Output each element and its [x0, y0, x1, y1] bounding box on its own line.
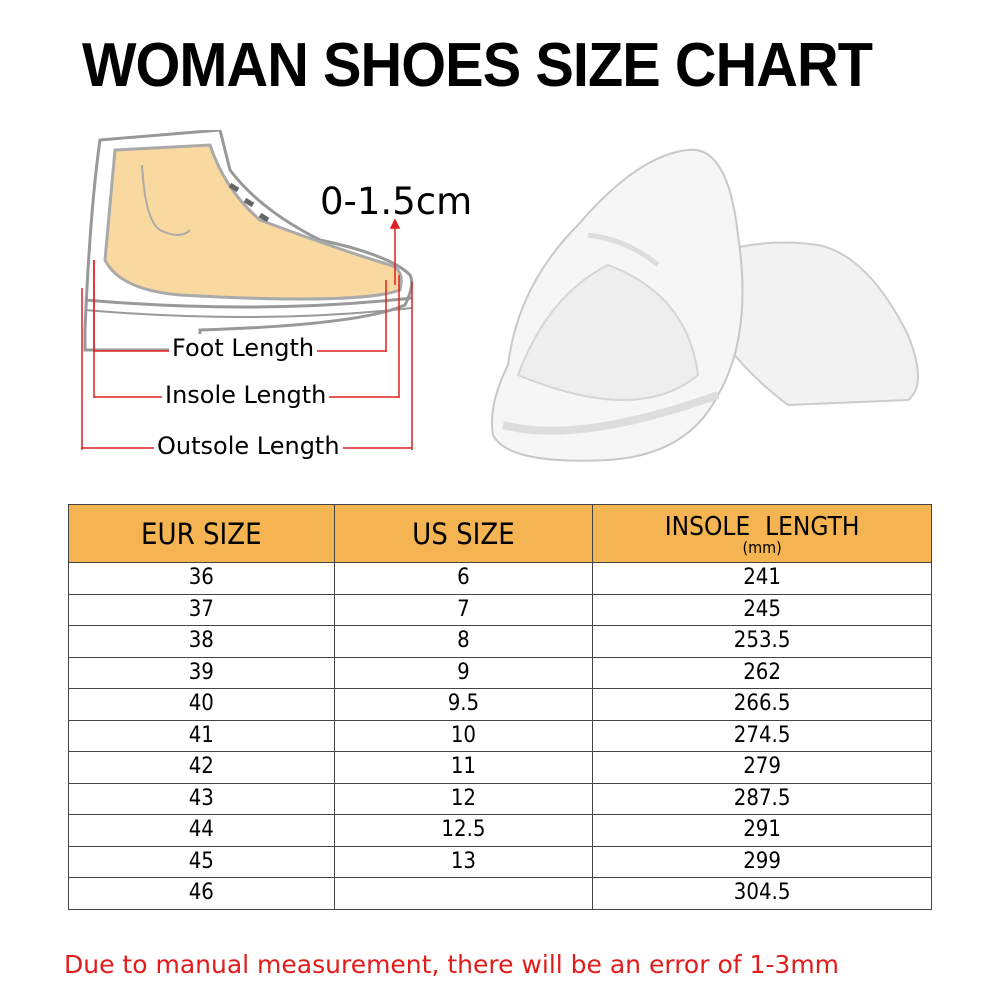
- cell-insole: 299: [592, 845, 932, 878]
- cell-insole: 291: [592, 814, 932, 847]
- header-eur-size: EUR SIZE: [68, 504, 335, 563]
- header-us-label: US SIZE: [412, 516, 515, 551]
- cell-eur: 36: [68, 562, 335, 595]
- table-row: 37 7 245: [68, 593, 932, 626]
- cell-us: 11: [333, 751, 594, 784]
- table-row: 42 11 279: [68, 751, 932, 784]
- foot-length-label: Foot Length: [169, 334, 318, 362]
- cell-insole: 287.5: [592, 782, 932, 815]
- cell-eur: 46: [68, 877, 335, 910]
- table-row: 36 6 241: [68, 562, 932, 595]
- cell-us: 8: [333, 625, 594, 658]
- table-row: 38 8 253.5: [68, 625, 932, 658]
- cell-eur: 40: [68, 688, 335, 721]
- table-row: 40 9.5 266.5: [68, 688, 932, 721]
- cell-eur: 43: [68, 782, 335, 815]
- foot-measurement-diagram: [60, 128, 480, 470]
- cell-eur: 38: [68, 625, 335, 658]
- cell-us: 13: [333, 845, 594, 878]
- cell-insole: 245: [592, 593, 932, 626]
- toe-gap-label: 0-1.5cm: [320, 180, 473, 223]
- cell-insole: 274.5: [592, 719, 932, 752]
- cell-insole: 279: [592, 751, 932, 784]
- cell-us: 12.5: [333, 814, 594, 847]
- cell-us: 12: [333, 782, 594, 815]
- measurement-note: Due to manual measurement, there will be…: [64, 950, 840, 979]
- cell-insole: 304.5: [592, 877, 932, 910]
- header-us-size: US SIZE: [333, 504, 594, 563]
- cell-us: 9: [333, 656, 594, 689]
- cell-eur: 39: [68, 656, 335, 689]
- white-shoes-image: [488, 145, 938, 475]
- table-row: 44 12.5 291: [68, 814, 932, 847]
- outsole-length-label: Outsole Length: [154, 432, 343, 460]
- cell-us: 9.5: [333, 688, 594, 721]
- cell-us: 10: [333, 719, 594, 752]
- header-insole-label: INSOLE LENGTH: [664, 511, 860, 542]
- cell-eur: 44: [68, 814, 335, 847]
- cell-us: [333, 877, 594, 910]
- cell-insole: 262: [592, 656, 932, 689]
- table-row: 41 10 274.5: [68, 719, 932, 752]
- cell-eur: 42: [68, 751, 335, 784]
- cell-insole: 253.5: [592, 625, 932, 658]
- header-insole-unit: (mm): [742, 537, 782, 557]
- table-row: 46 304.5: [68, 877, 932, 910]
- page-title: WOMAN SHOES SIZE CHART: [82, 31, 873, 100]
- cell-insole: 266.5: [592, 688, 932, 721]
- size-chart-table: EUR SIZE US SIZE INSOLE LENGTH (mm) 36 6 24…: [68, 504, 932, 910]
- cell-us: 6: [333, 562, 594, 595]
- cell-eur: 45: [68, 845, 335, 878]
- cell-eur: 41: [68, 719, 335, 752]
- table-row: 43 12 287.5: [68, 782, 932, 815]
- table-row: 45 13 299: [68, 845, 932, 878]
- foot-in-shoe-illustration: [81, 128, 414, 450]
- table-row: 39 9 262: [68, 656, 932, 689]
- cell-eur: 37: [68, 593, 335, 626]
- table-header-row: EUR SIZE US SIZE INSOLE LENGTH (mm): [68, 504, 932, 563]
- cell-insole: 241: [592, 562, 932, 595]
- insole-length-label: Insole Length: [162, 381, 330, 409]
- header-eur-label: EUR SIZE: [141, 516, 262, 551]
- header-insole-length: INSOLE LENGTH (mm): [592, 504, 932, 563]
- cell-us: 7: [333, 593, 594, 626]
